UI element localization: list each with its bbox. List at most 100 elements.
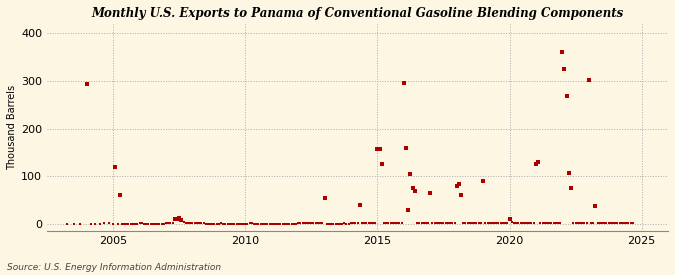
Point bbox=[592, 221, 603, 225]
Point bbox=[136, 221, 147, 225]
Point bbox=[126, 222, 136, 226]
Point bbox=[608, 221, 618, 225]
Point bbox=[277, 222, 288, 226]
Point bbox=[246, 221, 257, 225]
Point bbox=[75, 222, 86, 226]
Point bbox=[524, 221, 535, 225]
Point bbox=[387, 221, 398, 225]
Point bbox=[550, 221, 561, 225]
Point bbox=[356, 221, 367, 225]
Point bbox=[487, 221, 497, 225]
Point bbox=[341, 222, 352, 226]
Point bbox=[544, 221, 555, 225]
Point bbox=[529, 221, 539, 225]
Point bbox=[445, 221, 456, 225]
Point bbox=[471, 221, 482, 225]
Point bbox=[198, 221, 209, 225]
Point bbox=[306, 221, 317, 225]
Point bbox=[610, 221, 620, 225]
Point bbox=[253, 222, 264, 226]
Point bbox=[370, 221, 381, 225]
Point bbox=[354, 203, 365, 207]
Point bbox=[279, 222, 290, 226]
Point bbox=[112, 222, 123, 226]
Point bbox=[163, 221, 173, 225]
Point bbox=[344, 222, 354, 226]
Point bbox=[400, 145, 411, 150]
Point bbox=[526, 221, 537, 225]
Point bbox=[427, 221, 438, 225]
Point bbox=[117, 222, 128, 226]
Point bbox=[61, 222, 72, 226]
Point bbox=[229, 222, 240, 226]
Point bbox=[583, 78, 594, 82]
Point bbox=[579, 221, 590, 225]
Point bbox=[618, 221, 629, 225]
Point bbox=[339, 221, 350, 225]
Point bbox=[581, 221, 592, 225]
Point bbox=[502, 221, 513, 225]
Point bbox=[535, 221, 546, 225]
Point bbox=[211, 222, 222, 226]
Point bbox=[564, 170, 574, 175]
Point bbox=[196, 221, 207, 225]
Point bbox=[159, 222, 169, 226]
Point bbox=[103, 221, 114, 225]
Point bbox=[601, 221, 612, 225]
Point bbox=[141, 222, 152, 226]
Point bbox=[603, 221, 614, 225]
Point bbox=[508, 221, 519, 225]
Point bbox=[174, 216, 185, 221]
Point bbox=[145, 222, 156, 226]
Point bbox=[269, 222, 279, 226]
Point bbox=[130, 222, 140, 226]
Point bbox=[225, 222, 236, 226]
Title: Monthly U.S. Exports to Panama of Conventional Gasoline Blending Components: Monthly U.S. Exports to Panama of Conven… bbox=[91, 7, 624, 20]
Point bbox=[555, 221, 566, 225]
Point bbox=[147, 222, 158, 226]
Point bbox=[154, 222, 165, 226]
Point bbox=[365, 221, 376, 225]
Point bbox=[209, 222, 220, 226]
Point bbox=[121, 222, 132, 226]
Point bbox=[385, 221, 396, 225]
Point bbox=[546, 221, 557, 225]
Point bbox=[134, 221, 145, 225]
Point bbox=[473, 221, 484, 225]
Point bbox=[574, 221, 585, 225]
Point bbox=[392, 221, 402, 225]
Point bbox=[469, 221, 480, 225]
Point bbox=[495, 221, 506, 225]
Point bbox=[315, 221, 325, 225]
Point bbox=[628, 221, 639, 225]
Point bbox=[348, 221, 358, 225]
Point bbox=[389, 221, 400, 225]
Point bbox=[192, 221, 202, 225]
Point bbox=[491, 221, 502, 225]
Point bbox=[405, 172, 416, 176]
Point bbox=[227, 222, 238, 226]
Point bbox=[178, 219, 189, 224]
Point bbox=[621, 221, 632, 225]
Point bbox=[222, 222, 233, 226]
Point bbox=[421, 221, 431, 225]
Point bbox=[242, 222, 253, 226]
Point bbox=[182, 221, 193, 225]
Point bbox=[464, 221, 475, 225]
Point bbox=[156, 222, 167, 226]
Point bbox=[138, 222, 149, 226]
Point bbox=[152, 222, 163, 226]
Point bbox=[478, 179, 489, 183]
Point bbox=[255, 222, 266, 226]
Point bbox=[218, 222, 229, 226]
Point bbox=[95, 222, 105, 226]
Point bbox=[605, 221, 616, 225]
Point bbox=[372, 147, 383, 151]
Point bbox=[207, 222, 217, 226]
Point bbox=[194, 221, 205, 225]
Point bbox=[176, 218, 187, 222]
Point bbox=[238, 222, 248, 226]
Point bbox=[326, 222, 337, 226]
Point bbox=[377, 162, 387, 166]
Point bbox=[267, 222, 277, 226]
